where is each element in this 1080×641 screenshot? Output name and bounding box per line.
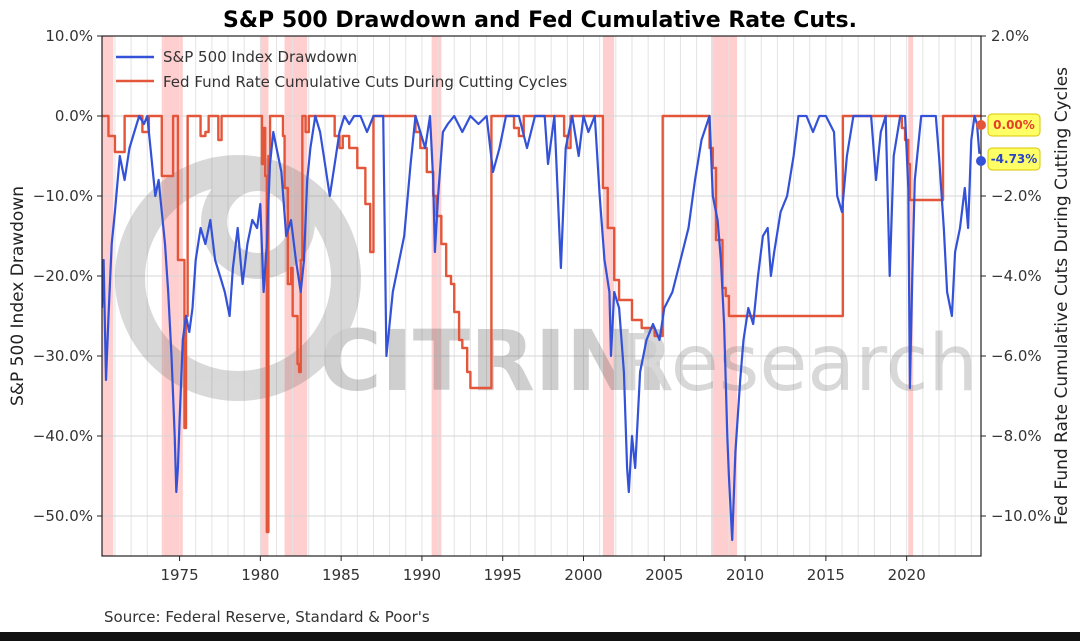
- y-left-tick-label: 0.0%: [55, 107, 93, 125]
- bottom-bar: [0, 632, 1080, 641]
- legend-label-fed-cuts: Fed Fund Rate Cumulative Cuts During Cut…: [163, 73, 567, 91]
- y-right-tick-label: −6.0%: [991, 347, 1042, 365]
- x-tick-label: 1980: [241, 566, 279, 584]
- series-layer: [102, 114, 981, 542]
- end-labels: 0.00% -4.73%: [976, 113, 1041, 171]
- recession-band: [284, 36, 308, 556]
- series-line-drawdown: [102, 114, 981, 542]
- x-tick-label: 1990: [403, 566, 441, 584]
- end-label-drawdown: -4.73%: [991, 152, 1038, 166]
- y-right-tick-label: −8.0%: [991, 427, 1042, 445]
- recession-band: [260, 36, 269, 556]
- y-right-tick-label: 2.0%: [991, 27, 1029, 45]
- x-tick-label: 2010: [726, 566, 764, 584]
- y-left-tick-label: −30.0%: [33, 347, 93, 365]
- recession-band: [908, 36, 914, 556]
- y-right-axis-label: Fed Fund Rate Cumulative Cuts During Cut…: [1052, 67, 1072, 525]
- x-tick-label: 2000: [564, 566, 602, 584]
- legend-label-drawdown: S&P 500 Index Drawdown: [163, 48, 357, 66]
- y-left-ticks: 10.0% 0.0% −10.0% −20.0% −30.0% −40.0% −50.0%: [33, 27, 102, 525]
- legend: S&P 500 Index Drawdown Fed Fund Rate Cum…: [116, 48, 567, 91]
- y-left-tick-label: −10.0%: [33, 187, 93, 205]
- x-tick-label: 1995: [484, 566, 522, 584]
- plot-frame: [101, 35, 982, 557]
- y-left-tick-label: −50.0%: [33, 507, 93, 525]
- plot-area: [102, 36, 981, 556]
- end-dot-fed-cuts: [976, 120, 986, 130]
- y-right-tick-label: −10.0%: [991, 507, 1051, 525]
- y-left-tick-label: −40.0%: [33, 427, 93, 445]
- source-note: Source: Federal Reserve, Standard & Poor…: [104, 608, 430, 626]
- recession-band: [711, 36, 738, 556]
- chart-title: S&P 500 Drawdown and Fed Cumulative Rate…: [223, 8, 857, 33]
- x-tick-label: 1975: [160, 566, 198, 584]
- x-tick-label: 2020: [888, 566, 926, 584]
- x-tick-label: 2005: [645, 566, 683, 584]
- y-left-tick-label: 10.0%: [45, 27, 93, 45]
- y-left-axis-label: S&P 500 Index Drawdown: [8, 186, 28, 406]
- y-right-tick-label: −4.0%: [991, 267, 1042, 285]
- end-badge-fed-cuts: [987, 113, 1041, 137]
- watermark-light: Research: [620, 319, 978, 409]
- recession-band: [431, 36, 442, 556]
- x-ticks: 1975 1980 1985 1990 1995 2000 2005 2010 2015 2020: [160, 556, 926, 584]
- x-tick-label: 2015: [807, 566, 845, 584]
- watermark-ring-icon: [115, 155, 361, 401]
- end-dot-drawdown: [976, 156, 986, 166]
- end-label-fed-cuts: 0.00%: [993, 118, 1035, 132]
- y-right-tick-label: −2.0%: [991, 187, 1042, 205]
- watermark-bold: CITRINI: [320, 312, 668, 410]
- y-left-tick-label: −20.0%: [33, 267, 93, 285]
- x-tick-label: 1985: [322, 566, 360, 584]
- end-badge-drawdown: [987, 147, 1041, 171]
- y-right-ticks: 2.0% −2.0% −4.0% −6.0% −8.0% −10.0%: [981, 27, 1051, 525]
- recession-band: [102, 36, 114, 556]
